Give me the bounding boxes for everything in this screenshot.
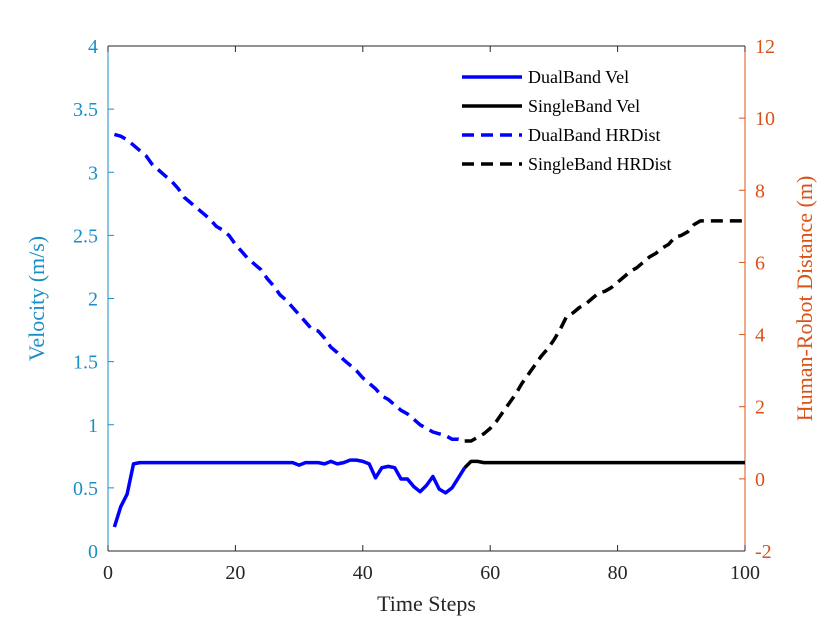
- series-line-dualband-vel: [112, 458, 467, 528]
- x-tick-label: 80: [608, 562, 628, 584]
- series-group: [112, 132, 745, 528]
- legend-label: DualBand Vel: [528, 67, 629, 87]
- series-line-singleband-vel: [463, 459, 745, 469]
- series-line-dualband-hrdist: [113, 132, 466, 443]
- right-y-ticks: -2 0 2 4 6 8 10 12: [739, 36, 775, 563]
- left-y-axis-label: Velocity (m/s): [24, 236, 49, 361]
- right-tick-label: 12: [755, 36, 775, 58]
- left-tick-label: 1: [88, 415, 98, 437]
- legend-label: SingleBand Vel: [528, 96, 640, 116]
- right-tick-label: 10: [755, 108, 775, 130]
- left-y-axis: 0 0.5 1 1.5 2 2.5 3 3.5 4 Velocity (m/s): [24, 36, 114, 563]
- left-tick-label: 3.5: [73, 99, 98, 121]
- x-axis-label: Time Steps: [377, 591, 476, 616]
- right-tick-label: 2: [755, 397, 765, 419]
- legend-label: SingleBand HRDist: [528, 154, 672, 174]
- right-tick-label: 6: [755, 252, 765, 274]
- right-tick-label: 0: [755, 469, 765, 491]
- left-tick-label: 4: [88, 36, 98, 58]
- left-tick-label: 3: [88, 162, 98, 184]
- x-tick-label: 20: [225, 562, 245, 584]
- x-axis: 0 20 40 60 80 100 Time Steps: [103, 45, 760, 616]
- left-tick-label: 1.5: [73, 352, 98, 374]
- legend-label: DualBand HRDist: [528, 125, 661, 145]
- left-tick-label: 0: [88, 541, 98, 563]
- series-line-singleband-hrdist: [464, 219, 745, 443]
- legend: DualBand Vel SingleBand Vel DualBand HRDis…: [462, 67, 672, 174]
- right-y-axis-label: Human-Robot Distance (m): [792, 176, 817, 422]
- right-tick-label: 4: [755, 325, 765, 347]
- left-tick-label: 2: [88, 289, 98, 311]
- x-tick-label: 100: [730, 562, 760, 584]
- x-tick-label: 0: [103, 562, 113, 584]
- left-tick-label: 0.5: [73, 478, 98, 500]
- x-ticks: 0 20 40 60 80 100: [103, 46, 760, 584]
- right-tick-label: -2: [755, 541, 772, 563]
- right-tick-label: 8: [755, 180, 765, 202]
- x-tick-label: 40: [353, 562, 373, 584]
- left-tick-label: 2.5: [73, 225, 98, 247]
- x-tick-label: 60: [480, 562, 500, 584]
- right-y-axis: -2 0 2 4 6 8 10 12 Human-Robot Distance (m): [739, 36, 817, 563]
- left-y-ticks: 0 0.5 1 1.5 2 2.5 3 3.5 4: [73, 36, 114, 563]
